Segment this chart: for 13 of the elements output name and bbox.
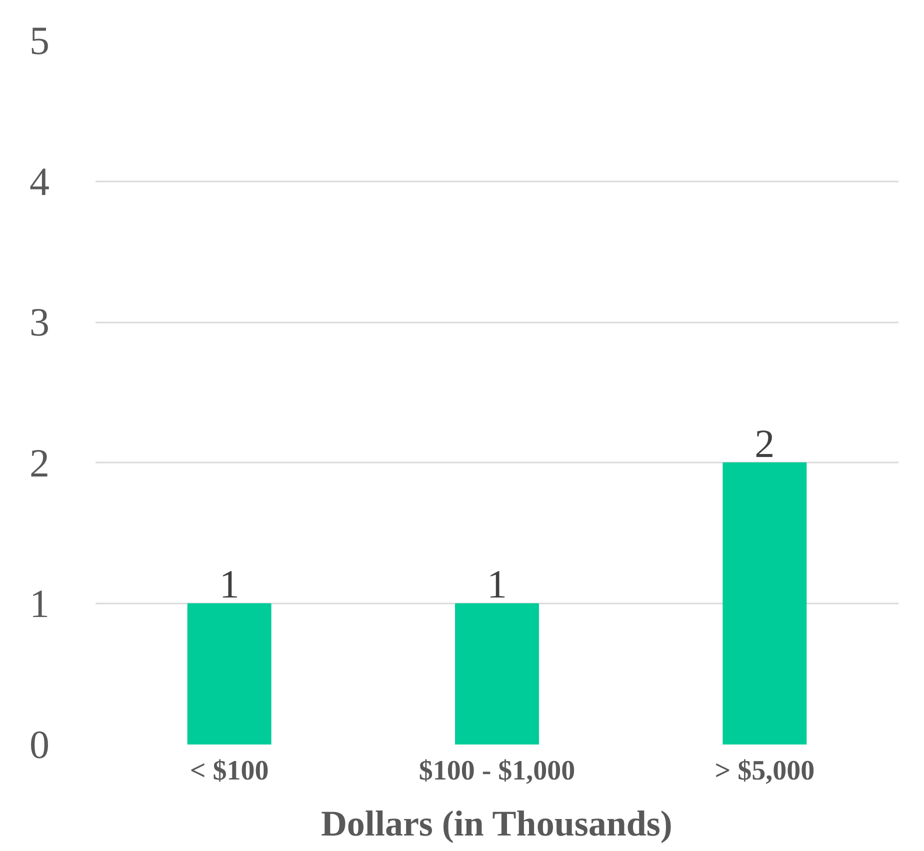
y-tick-label: 4 [30,158,50,204]
y-tick-label: 3 [30,300,50,345]
data-label: 2 [754,420,775,466]
y-tick-label: 2 [30,440,50,486]
data-label: 1 [219,562,240,607]
x-tick-label: < $100 [190,756,269,786]
y-tick-label: 1 [30,581,50,626]
y-tick-label: 5 [30,18,50,63]
x-tick-label: > $5,000 [714,756,815,786]
data-label: 1 [487,562,507,607]
x-axis-title: Dollars (in Thousands) [320,804,672,844]
y-tick-label: 0 [30,722,50,767]
x-tick-label: $100 - $1,000 [418,756,576,786]
